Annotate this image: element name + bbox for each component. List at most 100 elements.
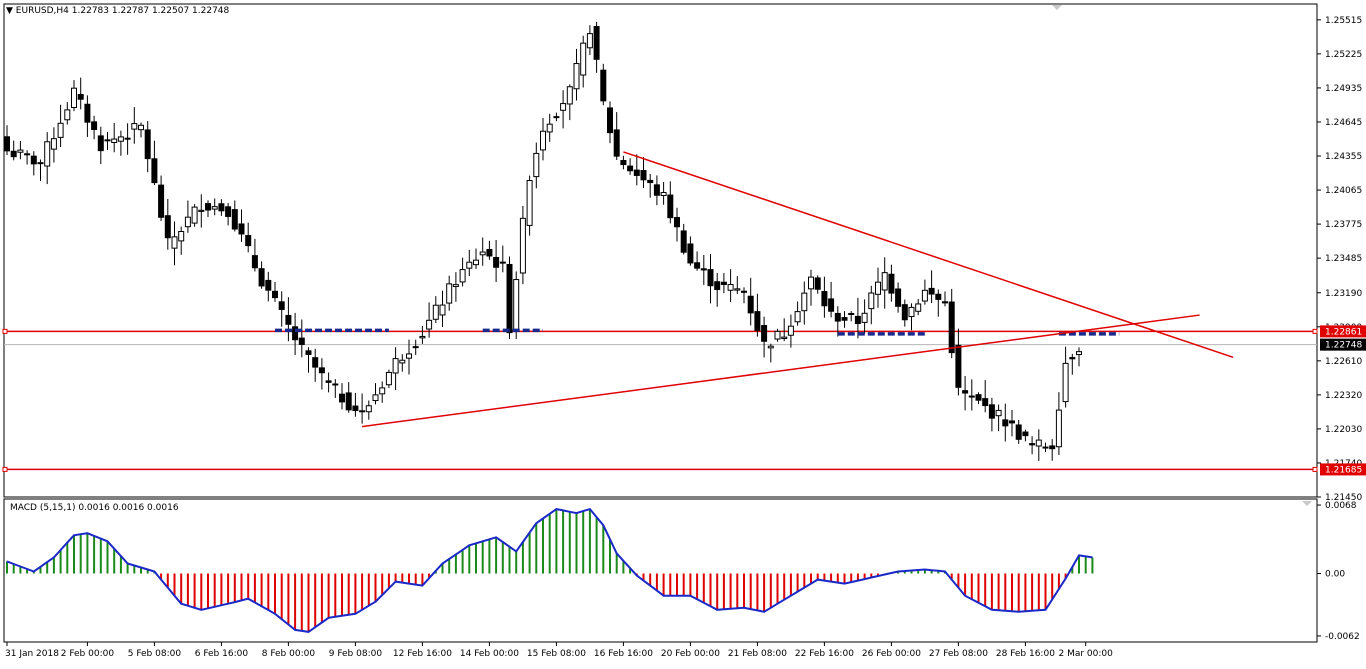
candle-body bbox=[325, 380, 332, 383]
candle-body bbox=[352, 405, 359, 412]
candle-body bbox=[694, 262, 701, 269]
candle-body bbox=[680, 230, 687, 253]
candle-body bbox=[493, 257, 500, 268]
candle-body bbox=[238, 223, 245, 235]
price-tick-label: 1.25225 bbox=[1325, 50, 1362, 60]
candle-body bbox=[385, 371, 392, 386]
candle-body bbox=[231, 209, 238, 230]
candle-body bbox=[138, 124, 144, 131]
candle-body bbox=[1076, 351, 1082, 356]
candle-body bbox=[84, 103, 91, 123]
candle-body bbox=[131, 123, 138, 130]
candle-body bbox=[479, 251, 486, 256]
candle-body bbox=[379, 387, 386, 395]
candle-body bbox=[171, 236, 178, 249]
candle-body bbox=[982, 398, 989, 407]
candle-body bbox=[30, 155, 37, 165]
time-tick-label: 26 Feb 00:00 bbox=[862, 649, 921, 659]
candle-body bbox=[184, 216, 191, 228]
candle-body bbox=[895, 288, 902, 307]
candle-body bbox=[399, 359, 406, 364]
level-handle[interactable] bbox=[2, 328, 8, 334]
trendline[interactable] bbox=[362, 314, 1200, 428]
candle-body bbox=[97, 135, 104, 152]
dropdown-triangle-icon[interactable]: ▼ bbox=[6, 6, 13, 16]
candle-body bbox=[1049, 445, 1056, 450]
candle-body bbox=[486, 248, 493, 257]
candle-body bbox=[861, 312, 868, 323]
macd-axis: 0.0068 0.00 -0.0062 bbox=[1317, 501, 1360, 642]
time-tick-label: 9 Feb 08:00 bbox=[329, 649, 383, 659]
main-window-frame bbox=[3, 3, 1318, 643]
candle-body bbox=[519, 217, 526, 274]
candle-body bbox=[540, 130, 546, 151]
candle-body bbox=[412, 346, 419, 349]
price-tick-label: 1.21450 bbox=[1325, 493, 1362, 503]
candle-body bbox=[640, 170, 647, 181]
price-label-box bbox=[1320, 338, 1366, 351]
candle-body bbox=[312, 357, 319, 368]
price-tick-label: 1.23485 bbox=[1325, 254, 1362, 264]
time-tick-label: 22 Feb 16:00 bbox=[795, 649, 854, 659]
trendline[interactable] bbox=[623, 151, 1234, 359]
candle-body bbox=[372, 394, 379, 402]
time-axis: 31 Jan 2018 2 Feb 00:00 5 Feb 08:00 6 Feb 1… bbox=[5, 642, 1113, 659]
candle-body bbox=[928, 287, 935, 295]
price-axis: 1.25515 1.25225 1.24935 1.24645 1.24355 1.240… bbox=[1317, 16, 1362, 503]
candle-body bbox=[365, 405, 372, 413]
time-tick-label: 15 Feb 08:00 bbox=[527, 649, 586, 659]
candle-body bbox=[104, 139, 111, 142]
time-tick-label: 14 Feb 00:00 bbox=[460, 649, 519, 659]
candle-body bbox=[633, 169, 640, 176]
candle-body bbox=[37, 162, 44, 165]
scroll-marker-icon[interactable] bbox=[1302, 501, 1312, 506]
candle-body bbox=[747, 295, 754, 314]
level-handle[interactable] bbox=[2, 466, 8, 472]
symbol-header: ▼ EURUSD,H4 1.22783 1.22787 1.22507 1.22… bbox=[6, 6, 229, 16]
candle-body bbox=[44, 141, 51, 167]
candle-body bbox=[513, 279, 520, 332]
level-handle[interactable] bbox=[1312, 328, 1318, 334]
price-tick-label: 1.23775 bbox=[1325, 220, 1362, 230]
candle-body bbox=[767, 345, 774, 349]
support-resistance-zones[interactable] bbox=[275, 328, 1120, 336]
candle-body bbox=[613, 129, 620, 157]
candle-body bbox=[848, 313, 855, 316]
time-tick-label: 20 Feb 00:00 bbox=[661, 649, 720, 659]
candle-body bbox=[901, 304, 908, 321]
macd-tick-label: -0.0062 bbox=[1325, 632, 1360, 642]
candle-body bbox=[225, 206, 232, 217]
candle-body bbox=[700, 268, 707, 271]
candle-body bbox=[345, 392, 352, 411]
candle-body bbox=[801, 292, 808, 312]
candle-body bbox=[24, 153, 31, 156]
candle-body bbox=[667, 194, 674, 219]
candle-body bbox=[560, 103, 567, 111]
candle-body bbox=[854, 315, 861, 325]
horizontal-levels[interactable] bbox=[2, 328, 1318, 472]
trendlines[interactable] bbox=[362, 151, 1234, 428]
candle-body bbox=[218, 203, 225, 212]
candle-body bbox=[178, 231, 185, 242]
candle-body bbox=[1069, 357, 1076, 360]
candle-body bbox=[526, 180, 533, 226]
scroll-marker-icon[interactable] bbox=[1052, 5, 1062, 10]
candle-body bbox=[77, 93, 84, 100]
price-label-text: 1.22748 bbox=[1325, 341, 1362, 351]
time-tick-label: 27 Feb 08:00 bbox=[929, 649, 988, 659]
time-tick-label: 6 Feb 16:00 bbox=[195, 649, 249, 659]
candle-body bbox=[432, 304, 439, 320]
macd-signal-line bbox=[6, 507, 1093, 633]
level-handle[interactable] bbox=[1312, 466, 1318, 472]
candle-body bbox=[426, 319, 433, 330]
candle-body bbox=[318, 367, 325, 374]
price-label-box bbox=[1320, 325, 1366, 338]
candle-body bbox=[251, 255, 258, 269]
candle-body bbox=[727, 284, 734, 291]
candle-body bbox=[968, 395, 975, 398]
candle-body bbox=[124, 137, 131, 140]
candle-body bbox=[948, 301, 955, 354]
candle-body bbox=[359, 410, 366, 413]
